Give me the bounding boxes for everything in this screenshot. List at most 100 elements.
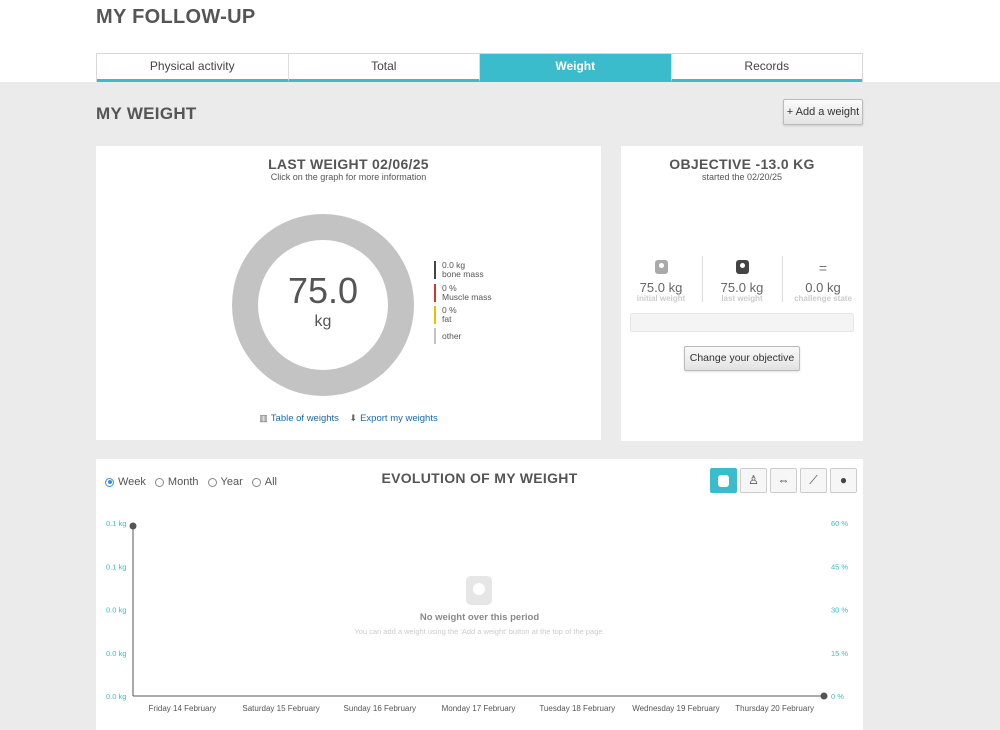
weight-evolution-chart: 0.1 kg 0.1 kg 0.0 kg 0.0 kg 0.0 kg 60 % 45 % 30… — [106, 519, 848, 713]
x-tick-label: Friday 14 February — [149, 704, 217, 713]
page-title: MY FOLLOW-UP — [96, 6, 256, 28]
axis-end-dot — [820, 692, 828, 700]
metric-bone-button[interactable]: ⟋ — [800, 468, 827, 493]
scale-icon — [466, 576, 492, 605]
objective-subtitle: started the 02/20/25 — [701, 172, 783, 182]
legend-muscle-mass-label: Muscle mass — [442, 292, 492, 302]
objective-progress-bar — [630, 313, 854, 332]
initial-weight-stat: 75.0 kg initial weight — [621, 260, 701, 303]
last-weight-card: LAST WEIGHT 02/06/25 Click on the graph … — [96, 146, 601, 440]
y-left-tick-label: 0.0 kg — [106, 649, 126, 658]
last-weight-stat-label: last weight — [721, 294, 763, 303]
metric-body-button[interactable]: ♙ — [740, 468, 767, 493]
y-right-tick-label: 15 % — [831, 649, 848, 658]
period-selector: Week Month Year All — [105, 476, 277, 488]
x-tick-label: Saturday 15 February — [242, 704, 319, 713]
download-icon: ⬇ — [349, 413, 358, 423]
legend-muscle-mass: 0 % Muscle mass — [434, 284, 492, 302]
y-left-tick-label: 0.0 kg — [106, 606, 126, 615]
challenge-state-stat: = 0.0 kg challenge state — [783, 260, 863, 303]
header: MY FOLLOW-UP Physical activity Total Wei… — [0, 0, 1000, 82]
metric-muscle-button[interactable]: ⇔ — [770, 468, 797, 493]
table-of-weights-label: Table of weights — [270, 413, 339, 424]
last-weight-stat-value: 75.0 kg — [720, 280, 764, 295]
evolution-card: EVOLUTION OF MY WEIGHT Week Month Year A… — [96, 459, 863, 730]
radio-icon — [251, 477, 261, 487]
radio-selected-icon — [105, 477, 114, 487]
last-weight-unit: kg — [314, 313, 332, 330]
tab-physical-activity[interactable]: Physical activity — [97, 54, 289, 82]
period-all-radio[interactable]: All — [251, 476, 277, 488]
section-title: MY WEIGHT — [96, 104, 197, 123]
weight-donut-chart[interactable]: 75.0 kg — [232, 214, 414, 396]
tab-records[interactable]: Records — [671, 54, 862, 82]
legend-other: other — [434, 328, 461, 344]
tab-bar: Physical activity Total Weight Records — [96, 53, 863, 82]
y-right-tick-label: 60 % — [831, 519, 848, 528]
evolution-title: EVOLUTION OF MY WEIGHT — [381, 470, 578, 486]
donut-center: 75.0 kg — [258, 240, 388, 370]
y-right-tick-label: 45 % — [831, 562, 848, 571]
weight-links: ▥ Table of weights ⬇ Export my weights — [96, 413, 601, 424]
x-tick-label: Thursday 20 February — [735, 704, 814, 713]
metric-weight-button[interactable] — [710, 468, 737, 493]
initial-weight-value: 75.0 kg — [639, 280, 683, 295]
x-tick-label: Monday 17 February — [442, 704, 516, 713]
initial-weight-label: initial weight — [636, 294, 686, 303]
legend-bone-mass-label: bone mass — [442, 269, 484, 279]
period-month-label: Month — [167, 476, 199, 488]
metric-buttons: ♙ ⇔ ⟋ ● — [710, 468, 857, 493]
legend-fat-value: 0 % — [442, 305, 457, 315]
x-tick-label: Sunday 16 February — [344, 704, 417, 713]
empty-chart-title: No weight over this period — [419, 612, 540, 623]
period-week-label: Week — [118, 476, 146, 488]
table-of-weights-link[interactable]: ▥ Table of weights — [259, 413, 339, 424]
period-year-label: Year — [220, 476, 243, 488]
scale-icon — [702, 260, 782, 278]
objective-card: OBJECTIVE -13.0 KG started the 02/20/25 … — [621, 146, 863, 441]
last-weight-value: 75.0 — [287, 270, 359, 311]
last-weight-stat: 75.0 kg last weight — [702, 260, 782, 303]
legend-other-label: other — [442, 331, 462, 341]
period-all-label: All — [264, 476, 277, 488]
metric-water-button[interactable]: ● — [830, 468, 857, 493]
last-weight-subtitle: Click on the graph for more information — [270, 172, 427, 182]
export-weights-link[interactable]: ⬇ Export my weights — [350, 413, 438, 424]
export-weights-label: Export my weights — [360, 413, 438, 424]
dumbbell-icon: ⇔ — [777, 473, 790, 487]
period-week-radio[interactable]: Week — [105, 476, 146, 488]
tab-weight[interactable]: Weight — [480, 54, 672, 82]
y-left-tick-label: 0.0 kg — [106, 692, 126, 701]
change-objective-button[interactable]: Change your objective — [684, 346, 800, 371]
x-tick-label: Tuesday 18 February — [539, 704, 615, 713]
stat-divider — [782, 256, 783, 302]
y-left-tick-label: 0.1 kg — [106, 519, 126, 528]
objective-title: OBJECTIVE -13.0 KG — [669, 156, 815, 172]
legend-fat-label: fat — [442, 314, 452, 324]
period-year-radio[interactable]: Year — [207, 476, 243, 488]
challenge-state-label: challenge state — [794, 294, 852, 303]
bone-icon: ⟋ — [809, 473, 818, 487]
stat-divider — [702, 256, 703, 302]
add-weight-button[interactable]: + Add a weight — [783, 99, 863, 125]
legend-muscle-mass-value: 0 % — [442, 283, 457, 293]
equals-icon: = — [818, 260, 828, 276]
drop-icon: ● — [839, 473, 848, 487]
empty-chart-text: You can add a weight using the 'Add a we… — [354, 627, 605, 636]
tab-total[interactable]: Total — [288, 54, 480, 82]
axis-end-dot — [129, 522, 137, 530]
scale-icon — [621, 260, 701, 278]
y-left-tick-label: 0.1 kg — [106, 562, 126, 571]
y-right-tick-label: 30 % — [831, 606, 848, 615]
last-weight-title: LAST WEIGHT 02/06/25 — [268, 156, 429, 172]
bar-chart-icon: ▥ — [259, 413, 268, 423]
radio-icon — [207, 477, 217, 487]
radio-icon — [154, 477, 164, 487]
scale-icon — [718, 474, 729, 487]
legend-fat: 0 % fat — [434, 306, 457, 324]
x-tick-label: Wednesday 19 February — [632, 704, 719, 713]
period-month-radio[interactable]: Month — [154, 476, 199, 488]
challenge-state-value: 0.0 kg — [805, 280, 841, 295]
legend-bone-mass-value: 0.0 kg — [442, 260, 466, 270]
person-icon: ♙ — [748, 473, 759, 487]
